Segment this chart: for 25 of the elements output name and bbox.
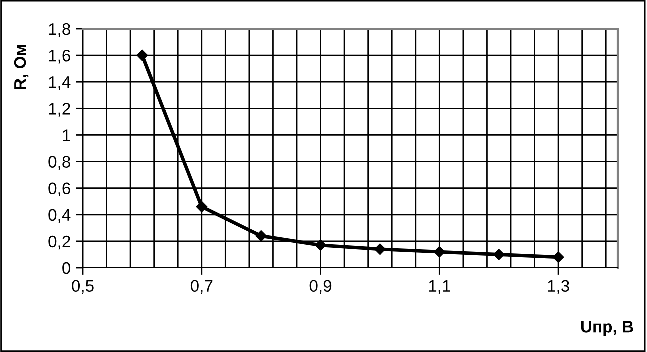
y-tick-label: 0,8: [48, 156, 70, 170]
y-tick-label: 0,2: [48, 236, 70, 250]
point: [374, 244, 386, 256]
y-tick-label: 0: [62, 262, 71, 274]
x-axis-title: Uпр, В: [581, 321, 634, 336]
y-tick-label: 1,6: [49, 50, 70, 64]
y-tick-label: 0,6: [48, 182, 70, 197]
y-tick-label: 1: [63, 130, 70, 142]
y-tick-label: 1,4: [49, 76, 71, 90]
y-tick-label: 1,8: [49, 23, 70, 38]
x-tick-label: 1,3: [548, 280, 570, 294]
point: [196, 201, 208, 213]
point: [552, 252, 564, 263]
y-axis-title: R, Ом: [14, 45, 29, 90]
point: [494, 249, 505, 260]
x-tick-label: 1,1: [429, 280, 450, 294]
x-tick-label: 0,5: [72, 280, 94, 294]
point: [136, 50, 148, 62]
x-tick-label: 0,9: [310, 280, 332, 294]
y-tick-label: 0,4: [48, 209, 71, 224]
point: [315, 240, 326, 252]
y-tick-label: 1,2: [49, 103, 70, 117]
point: [256, 230, 267, 242]
point: [434, 246, 446, 258]
x-tick-label: 0,7: [190, 280, 213, 294]
